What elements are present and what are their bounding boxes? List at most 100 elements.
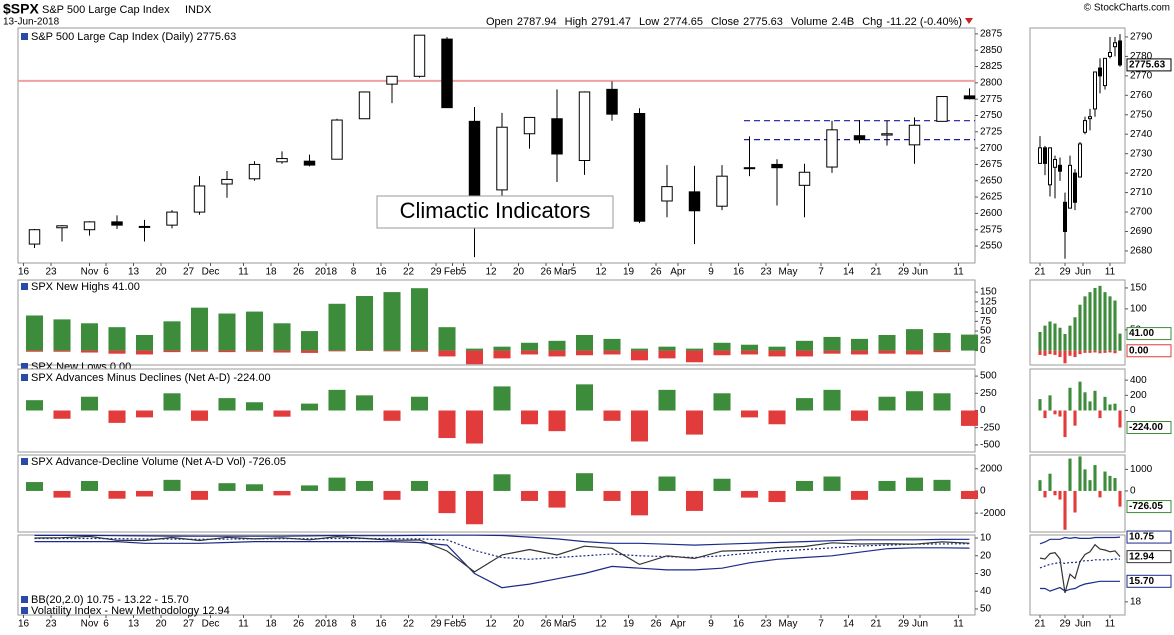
bar xyxy=(465,350,484,365)
value-tag-box xyxy=(1126,530,1172,544)
candle-body xyxy=(1103,57,1107,87)
bar xyxy=(328,303,346,351)
bar xyxy=(163,479,181,491)
y-tick-label: 400 xyxy=(1130,375,1147,386)
bar xyxy=(438,490,456,514)
bar xyxy=(1093,287,1097,351)
bar xyxy=(1108,350,1112,353)
bar xyxy=(548,410,566,432)
bar xyxy=(1063,334,1067,351)
bar xyxy=(603,350,621,355)
bar xyxy=(135,350,154,355)
date: 13-Jun-2018 xyxy=(3,17,60,28)
bar xyxy=(850,490,869,500)
bar xyxy=(25,350,44,352)
value-tag-box xyxy=(1126,574,1172,588)
bar xyxy=(1083,296,1087,351)
bar xyxy=(1068,350,1072,356)
bar xyxy=(1048,321,1052,351)
bar xyxy=(438,350,456,357)
bar xyxy=(328,389,346,411)
y-tick-label: 125 xyxy=(980,296,997,307)
bar xyxy=(905,477,924,491)
candle-body xyxy=(633,113,646,222)
candle-body xyxy=(468,120,481,201)
bar xyxy=(1078,456,1082,491)
exchange: INDX xyxy=(185,4,212,16)
bar xyxy=(1103,292,1107,351)
bar xyxy=(1038,350,1042,355)
x-tick-label: Jun xyxy=(1075,267,1091,278)
y-tick-label: 2680 xyxy=(1130,246,1153,257)
candle-body xyxy=(56,225,68,229)
bar xyxy=(905,391,924,411)
x-tick-label: 16 xyxy=(18,267,30,278)
bar xyxy=(548,350,566,357)
label-icon xyxy=(21,596,28,603)
x-tick-label: 22 xyxy=(403,619,415,630)
bar xyxy=(603,338,621,351)
candle-body xyxy=(248,163,261,180)
x-tick-label: Jun xyxy=(912,267,928,278)
bar xyxy=(80,396,99,411)
candle-body xyxy=(221,178,233,185)
y-tick-label: 0 xyxy=(980,486,986,497)
bar xyxy=(53,490,71,498)
bar xyxy=(300,350,319,353)
candle-body xyxy=(1118,40,1122,66)
x-tick-label: 12 xyxy=(485,619,497,630)
bar xyxy=(1098,350,1102,354)
bar xyxy=(328,350,346,352)
bar xyxy=(713,342,731,351)
bar xyxy=(1048,350,1052,355)
candle-body xyxy=(743,167,756,170)
y-tick-label: 2600 xyxy=(980,208,1003,219)
value-tag: -224.00 xyxy=(1129,422,1163,433)
bar xyxy=(1043,490,1047,498)
bar xyxy=(548,490,566,508)
bar xyxy=(1058,327,1062,351)
bar xyxy=(300,331,319,351)
bar xyxy=(658,476,676,491)
bar xyxy=(630,350,649,361)
candle-body xyxy=(1093,71,1097,110)
candle-body xyxy=(908,124,921,146)
bar xyxy=(575,350,594,356)
bar xyxy=(1113,350,1117,354)
bar xyxy=(1078,304,1082,351)
line xyxy=(34,541,970,589)
bar xyxy=(1053,410,1057,415)
bar xyxy=(328,477,346,491)
quote-value: 2.4B xyxy=(832,16,855,28)
bar xyxy=(1068,458,1072,491)
y-tick-label: 75 xyxy=(980,316,992,327)
bar xyxy=(1088,480,1092,491)
bar xyxy=(190,410,209,421)
x-tick-label: 26 xyxy=(293,267,305,278)
y-tick-label: 30 xyxy=(980,568,992,579)
line xyxy=(34,534,970,546)
x-tick-label: 11 xyxy=(238,267,249,278)
bar xyxy=(383,490,401,500)
candle-body xyxy=(1043,147,1047,164)
x-tick-label: 2018 xyxy=(315,619,338,630)
bar xyxy=(1088,401,1092,411)
x-tick-label: 29 xyxy=(898,619,910,630)
bar xyxy=(685,490,704,511)
y-tick-label: 2740 xyxy=(1130,129,1153,140)
bar xyxy=(355,395,374,411)
bar xyxy=(1083,392,1087,411)
x-tick-label: 6 xyxy=(103,619,109,630)
x-tick-label: 22 xyxy=(403,267,415,278)
x-tick-label: 26 xyxy=(540,267,552,278)
candle-body xyxy=(523,116,536,135)
quote-line: Open 2787.94 High 2791.47 Low 2774.65 Close 277… xyxy=(486,16,962,28)
bar xyxy=(713,350,731,356)
bar xyxy=(520,342,539,351)
panel-frame xyxy=(1029,27,1126,264)
quote-label: Chg xyxy=(862,16,882,28)
x-tick-label: 11 xyxy=(238,619,249,630)
x-tick-label: 7 xyxy=(818,619,824,630)
bar xyxy=(1053,350,1057,355)
bar xyxy=(465,490,484,525)
